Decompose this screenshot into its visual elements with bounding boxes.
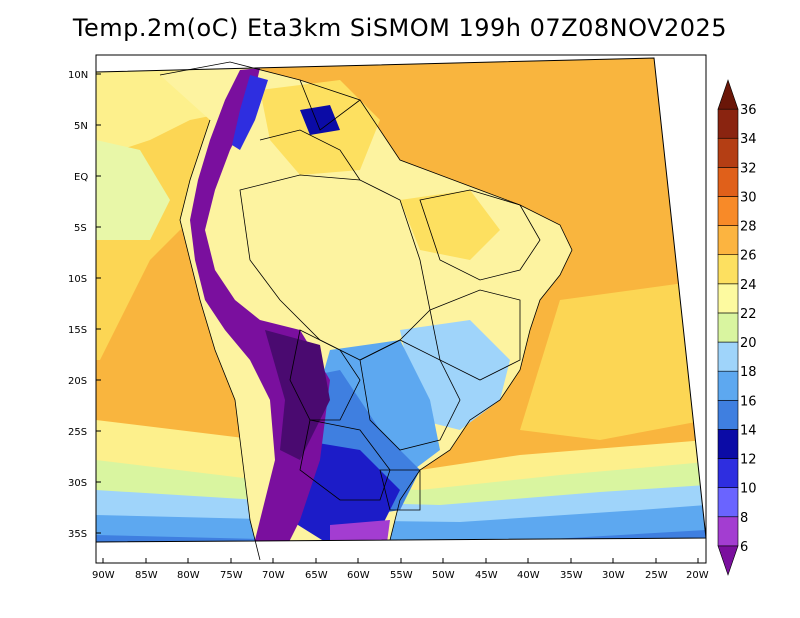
- map-title: Temp.2m(oC) Eta3km SiSMOM 199h 07Z08NOV2…: [72, 14, 728, 42]
- lat-tick-label: 5S: [74, 223, 87, 234]
- lon-tick-label: 80W: [177, 570, 200, 581]
- colorbar-level-label: 18: [740, 365, 757, 380]
- colorbar-swatch: [717, 196, 739, 226]
- colorbar-level-label: 22: [740, 307, 757, 322]
- colorbar-swatch: [717, 458, 739, 488]
- atlantic-mid-area: [520, 280, 706, 440]
- lat-tick-label: 15S: [68, 325, 87, 336]
- lon-tick-label: 85W: [135, 570, 158, 581]
- pacific-cool-patch: [96, 140, 170, 240]
- colorbar-swatch: [717, 225, 739, 256]
- interior-warm-patch: [400, 190, 500, 260]
- colorbar-swatch: [717, 254, 739, 285]
- lon-tick-label: 60W: [347, 570, 370, 581]
- lon-tick-label: 55W: [390, 570, 413, 581]
- south-band-blue: [96, 505, 706, 542]
- colorbar-level-label: 24: [740, 278, 757, 293]
- continent-land: [160, 62, 572, 542]
- northeast-region: [419, 189, 541, 281]
- colorbar-level-label: 16: [740, 394, 757, 409]
- political-borders: [159, 61, 573, 561]
- venezuela-border: [299, 79, 361, 131]
- colorbar-swatch: [717, 79, 739, 110]
- lon-tick-label: 20W: [686, 570, 709, 581]
- colorbar-level-label: 8: [740, 511, 748, 526]
- lon-tick-label: 40W: [517, 570, 540, 581]
- colorbar-swatch: [717, 312, 739, 343]
- colorbar-level-label: 36: [740, 103, 757, 118]
- colorbar-level-label: 28: [740, 220, 757, 235]
- colorbar-swatch: [717, 283, 739, 314]
- colorbar-swatch: [717, 137, 739, 168]
- lat-tick-label: EQ: [74, 172, 88, 183]
- southeast-region: [359, 339, 461, 451]
- colorbar-swatch: [717, 341, 739, 372]
- lon-tick-label: 30W: [602, 570, 625, 581]
- guiana-highlands: [300, 105, 340, 135]
- temperature-field: [96, 58, 706, 542]
- colorbar-level-label: 12: [740, 453, 757, 468]
- paraguay-border: [289, 329, 361, 421]
- temperature-colorbar: 6 8 10 12 14 16 18 20 22 24 26 28 30 32 34 36: [717, 79, 757, 576]
- lat-tick-label: 20S: [68, 376, 87, 387]
- atlantic-coastline: [159, 61, 573, 541]
- lat-tick-label: 5N: [74, 121, 88, 132]
- colorbar-level-label: 26: [740, 249, 757, 264]
- colorbar-level-label: 32: [740, 161, 757, 176]
- lat-tick-label: 10S: [68, 274, 87, 285]
- colorbar-level-label: 30: [740, 190, 757, 205]
- lon-tick-label: 45W: [475, 570, 498, 581]
- colorbar-swatch: [717, 545, 739, 576]
- colorbar-level-label: 14: [740, 423, 757, 438]
- lon-tick-label: 75W: [220, 570, 243, 581]
- lon-tick-label: 25W: [645, 570, 668, 581]
- colorbar-swatch: [717, 167, 739, 197]
- longitude-axis: 90W 85W 80W 75W 70W 65W 60W 55W 50W 45W …: [92, 558, 709, 581]
- colorbar-swatch: [717, 429, 739, 459]
- northern-border: [259, 129, 361, 181]
- colorbar-swatch: [717, 399, 739, 430]
- lat-tick-label: 35S: [68, 529, 87, 540]
- colorbar-swatch: [717, 370, 739, 401]
- lon-tick-label: 90W: [92, 570, 115, 581]
- argentina-north-border: [299, 419, 391, 501]
- amazonas-region: [239, 174, 431, 361]
- colorbar-swatch: [717, 516, 739, 547]
- lon-tick-label: 70W: [262, 570, 285, 581]
- colorbar-level-label: 6: [740, 540, 748, 555]
- colorbar-level-label: 20: [740, 336, 757, 351]
- lat-tick-label: 10N: [68, 70, 88, 81]
- colorbar-swatch: [717, 487, 739, 518]
- lon-tick-label: 35W: [560, 570, 583, 581]
- lat-tick-label: 25S: [68, 427, 87, 438]
- latitude-axis: 10N 5N EQ 5S 10S 15S 20S 25S 30S 35S: [68, 70, 101, 540]
- pacific-coastline: [179, 119, 261, 561]
- lat-tick-label: 30S: [68, 478, 87, 489]
- uruguay-border: [379, 469, 421, 511]
- colorbar-swatch: [717, 108, 739, 139]
- lon-tick-label: 50W: [432, 570, 455, 581]
- colorbar-level-label: 10: [740, 482, 757, 497]
- colorbar-level-label: 34: [740, 132, 757, 147]
- colombia-highlands: [232, 75, 268, 150]
- lon-tick-label: 65W: [305, 570, 328, 581]
